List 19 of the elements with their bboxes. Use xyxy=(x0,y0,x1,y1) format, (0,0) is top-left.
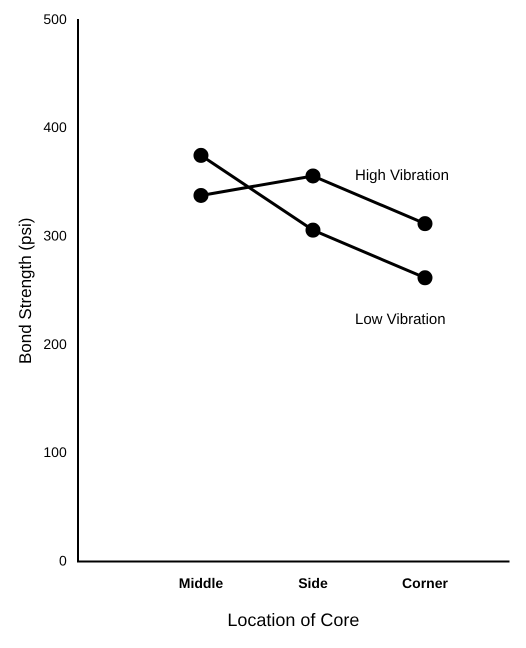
y-tick-label: 400 xyxy=(43,119,67,136)
y-tick-label: 300 xyxy=(43,228,67,244)
point xyxy=(305,168,320,184)
x-tick-label: Middle xyxy=(178,574,224,591)
y-tick-label: 200 xyxy=(43,336,67,352)
point xyxy=(417,270,432,286)
y-axis-title: Bond Strength (psi) xyxy=(16,218,35,364)
text: Low Vibration xyxy=(354,310,446,328)
point xyxy=(193,148,208,163)
x-tick-label: Corner xyxy=(402,574,448,591)
y-tick-label: 100 xyxy=(43,444,67,460)
x-tick-label: Side xyxy=(298,574,328,591)
point xyxy=(305,222,320,238)
point xyxy=(417,216,432,232)
series-label: High Vibration xyxy=(354,166,449,184)
y-tick-label: 0 xyxy=(58,552,67,568)
point xyxy=(193,188,208,203)
y-tick-label: 500 xyxy=(43,10,67,27)
x-axis-title: Location of Core xyxy=(227,610,360,630)
